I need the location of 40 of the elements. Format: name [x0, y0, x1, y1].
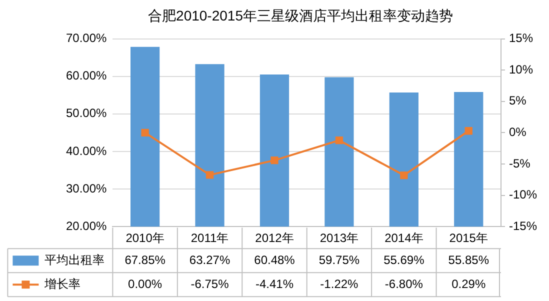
- y-tick-label: 50.00%: [66, 106, 108, 120]
- x-tick-label: 2010年: [126, 231, 164, 246]
- data-label: 67.85%: [124, 252, 166, 267]
- y2-tick-label: -15%: [508, 218, 538, 233]
- point: [206, 171, 214, 179]
- legend-label: 平均出租率: [44, 252, 105, 267]
- data-label: 63.27%: [189, 252, 230, 267]
- x-tick-label: 2011年: [190, 231, 229, 246]
- legend-label: 增长率: [44, 276, 81, 291]
- data-label: -6.75%: [190, 276, 230, 291]
- x-tick-label: 2014年: [384, 231, 424, 246]
- data-label: -1.22%: [320, 276, 359, 291]
- y2-tick-label: 0%: [508, 125, 527, 140]
- y2-tick-label: 5%: [508, 94, 527, 108]
- y2-tick-label: -10%: [508, 188, 538, 202]
- data-label: -4.41%: [255, 276, 294, 291]
- x-tick-label: 2013年: [320, 231, 359, 246]
- y2-tick-label: -5%: [508, 156, 531, 170]
- y2-tick-label: 10%: [508, 62, 534, 76]
- y-tick-label: 20.00%: [66, 218, 108, 233]
- data-label: -6.80%: [384, 276, 424, 291]
- point: [335, 136, 344, 144]
- chart-title: 合肥2010-2015年三星级酒店平均出租率变动趋势: [148, 7, 453, 24]
- data-label: 55.85%: [448, 252, 490, 267]
- data-label: 55.69%: [384, 252, 425, 267]
- x-tick-label: 2015年: [449, 231, 488, 246]
- point: [141, 128, 149, 137]
- y-tick-label: 40.00%: [66, 144, 108, 158]
- point: [400, 171, 408, 180]
- y2-tick-label: 15%: [508, 31, 534, 46]
- data-label: 60.48%: [254, 252, 296, 267]
- data-label: 0.29%: [452, 276, 486, 291]
- y-tick-label: 30.00%: [66, 181, 108, 196]
- point: [464, 127, 472, 135]
- y-tick-label: 70.00%: [66, 31, 108, 46]
- x-tick-label: 2012年: [255, 231, 294, 246]
- y-tick-label: 60.00%: [66, 68, 108, 83]
- data-label: 59.75%: [318, 252, 360, 267]
- data-label: 0.00%: [128, 276, 162, 291]
- point: [270, 156, 278, 164]
